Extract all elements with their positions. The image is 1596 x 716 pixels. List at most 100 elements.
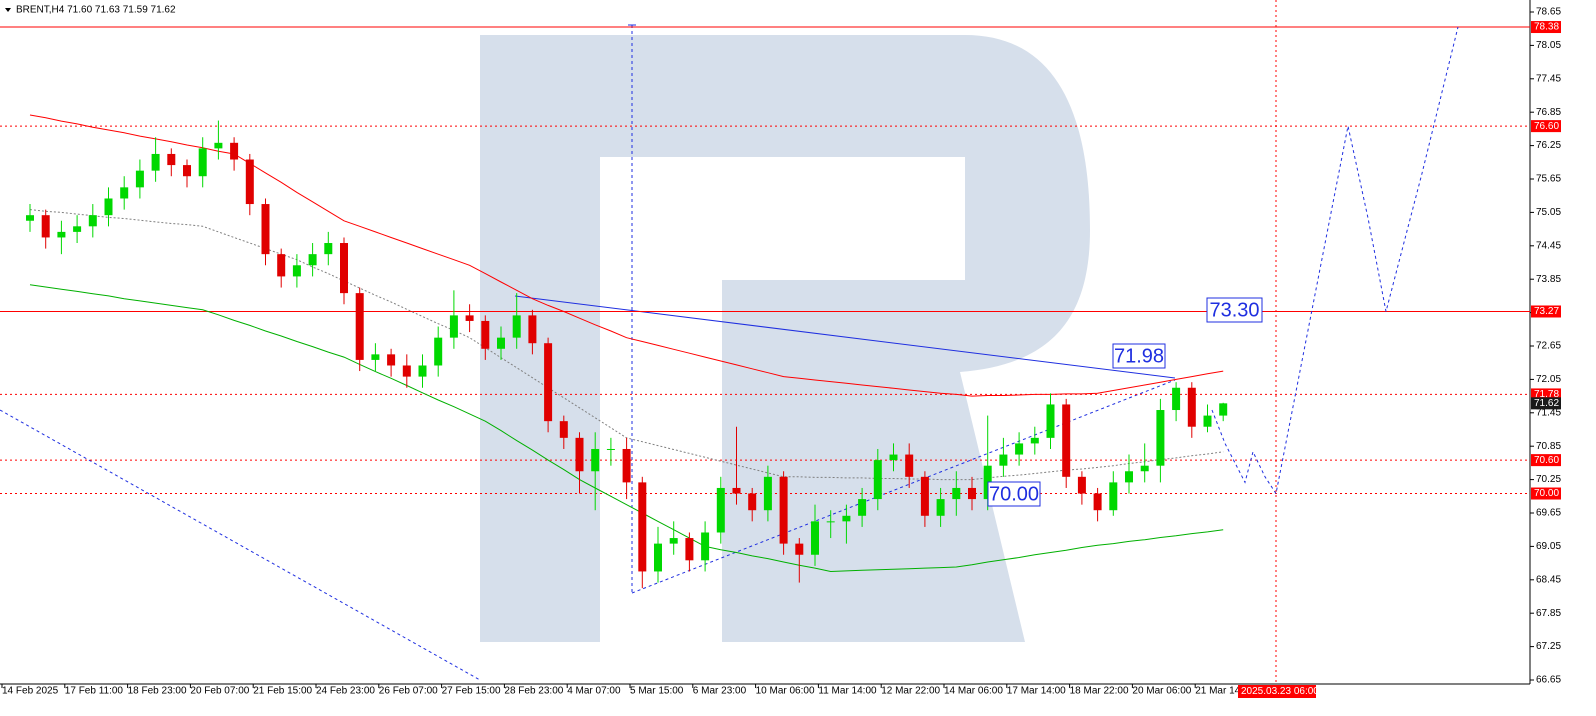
candle-body <box>1172 387 1181 411</box>
candle-body <box>1219 403 1228 416</box>
candle-body <box>1046 404 1055 438</box>
candle-body <box>638 482 647 572</box>
annotation-text: 70.00 <box>989 483 1039 505</box>
level-label-box <box>1531 21 1561 34</box>
x-tick-label: 4 Mar 07:00 <box>567 686 621 697</box>
candle-body <box>230 142 239 160</box>
candle-body <box>732 487 741 494</box>
y-tick-label: 67.25 <box>1536 641 1561 652</box>
candle-body <box>669 538 678 544</box>
candle-body <box>418 365 427 377</box>
y-tick-label: 78.65 <box>1536 7 1561 18</box>
level-label: 78.38 <box>1534 22 1559 33</box>
y-tick-label: 67.85 <box>1536 608 1561 619</box>
candle-body <box>308 254 317 266</box>
trend-line <box>631 379 1176 594</box>
menu-arrow[interactable] <box>5 8 11 12</box>
x-tick-label: 18 Mar 22:00 <box>1070 686 1129 697</box>
level-label-box <box>1531 305 1561 318</box>
x-tick-label: 27 Feb 15:00 <box>442 686 501 697</box>
level-label: 70.60 <box>1534 455 1559 466</box>
y-tick-label: 73.85 <box>1536 274 1561 285</box>
current-price: 71.62 <box>1534 398 1559 409</box>
x-tick-label: 6 Mar 23:00 <box>693 686 747 697</box>
candle-body <box>465 315 474 321</box>
y-tick-label: 78.05 <box>1536 40 1561 51</box>
x-tick-label: 14 Feb 2025 <box>2 686 59 697</box>
candle-body <box>826 521 835 523</box>
y-tick-label: 75.05 <box>1536 207 1561 218</box>
y-tick-label: 72.05 <box>1536 374 1561 385</box>
level-label: 71.78 <box>1534 389 1559 400</box>
candle-body <box>795 543 804 555</box>
candle-body <box>701 532 710 561</box>
y-tick-label: 70.85 <box>1536 441 1561 452</box>
x-tick-label: 10 Mar 06:00 <box>756 686 815 697</box>
annotation-text: 73.30 <box>1209 299 1259 321</box>
candle-body <box>905 454 914 477</box>
x-tick-label: 17 Feb 11:00 <box>65 686 124 697</box>
candle-body <box>512 315 521 338</box>
candle-body <box>120 187 129 199</box>
candle-body <box>1077 476 1086 494</box>
x-tick-label: 12 Mar 22:00 <box>881 686 940 697</box>
candle-body <box>497 337 505 349</box>
candle-body <box>355 293 364 360</box>
candle-body <box>41 215 50 238</box>
y-tick-label: 68.45 <box>1536 574 1561 585</box>
candle-body <box>622 448 631 483</box>
candle-body <box>104 198 113 216</box>
candle-body <box>858 499 867 516</box>
candle-body <box>26 215 34 221</box>
x-tick-label: 24 Feb 23:00 <box>316 686 375 697</box>
candle-body <box>748 493 757 511</box>
candle-body <box>73 226 82 232</box>
x-tick-label: 5 Mar 15:00 <box>630 686 684 697</box>
y-tick-label: 76.25 <box>1536 140 1561 151</box>
candle-body <box>167 153 176 166</box>
candle-body <box>716 487 725 533</box>
annotation-box <box>1206 297 1263 323</box>
y-tick-label: 75.65 <box>1536 174 1561 185</box>
candle-body <box>387 354 396 366</box>
candle-body <box>528 315 537 344</box>
y-tick-label: 71.45 <box>1536 407 1561 418</box>
candle-body <box>544 343 553 422</box>
candle-body <box>952 487 961 500</box>
candle-body <box>402 365 411 377</box>
x-tick-label: 28 Feb 23:00 <box>504 686 563 697</box>
candle-body <box>1156 410 1165 466</box>
candle-body <box>999 454 1008 466</box>
level-label-box <box>1531 487 1561 500</box>
x-tick-label: 21 Feb 15:00 <box>253 686 312 697</box>
x-tick-label: 18 Feb 23:00 <box>128 686 187 697</box>
candle-body <box>183 165 191 177</box>
x-tick-label: 11 Mar 14:00 <box>818 686 877 697</box>
y-tick-label: 77.45 <box>1536 73 1561 84</box>
candle-body <box>198 148 207 177</box>
x-tick-label: 21 Mar 14:00 <box>1195 686 1254 697</box>
candle-body <box>1062 404 1071 477</box>
candle-body <box>151 153 160 171</box>
x-tick-label: 20 Mar 06:00 <box>1132 686 1191 697</box>
candle-body <box>968 487 976 500</box>
level-label: 70.00 <box>1534 488 1559 499</box>
candle-body <box>88 215 97 227</box>
candle-body <box>1109 482 1118 511</box>
y-tick-label: 76.85 <box>1536 107 1561 118</box>
candle-body <box>1187 387 1196 427</box>
candle-body <box>261 204 270 255</box>
candle-body <box>481 320 490 349</box>
candle-body <box>135 170 144 188</box>
chart-title: BRENT,H4 71.60 71.63 71.59 71.62 <box>16 5 176 16</box>
y-tick-label: 72.65 <box>1536 341 1561 352</box>
candle-body <box>920 476 929 516</box>
level-label: 73.27 <box>1534 306 1559 317</box>
y-tick-label: 69.65 <box>1536 508 1561 519</box>
annotation-box <box>987 481 1041 507</box>
cursor-label-box <box>1238 685 1316 698</box>
watermark <box>480 35 1090 642</box>
candle-body <box>57 231 66 238</box>
y-tick-label: 70.25 <box>1536 474 1561 485</box>
